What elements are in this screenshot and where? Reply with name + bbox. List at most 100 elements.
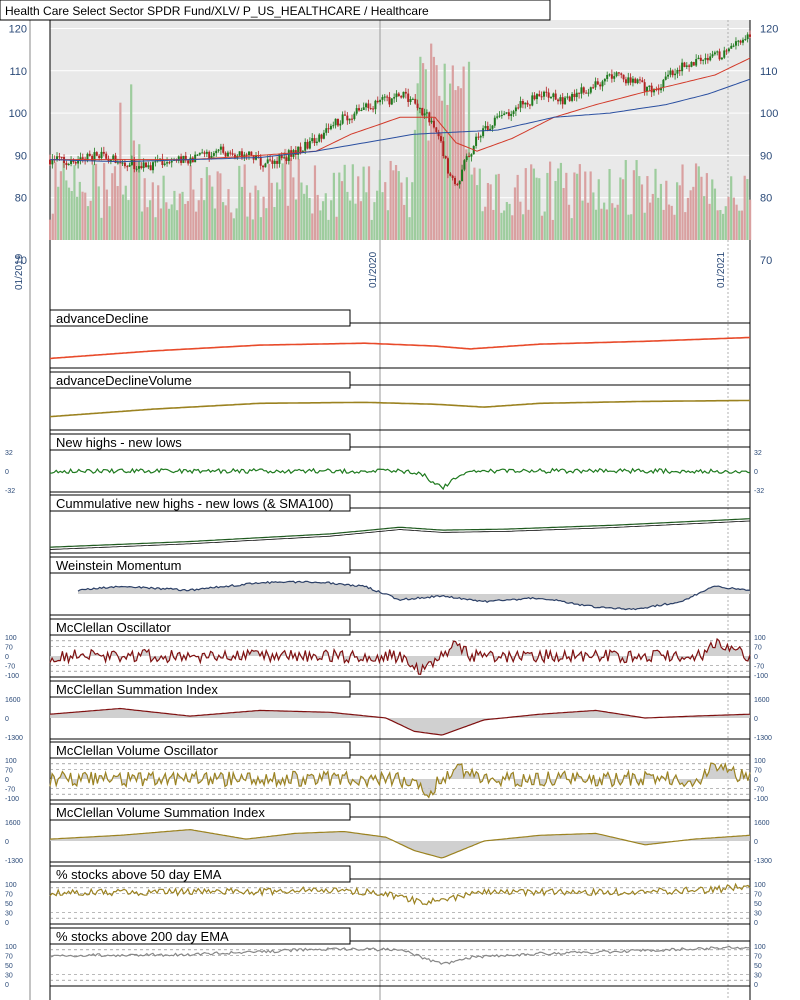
- candle-body: [372, 108, 375, 110]
- candle-body: [137, 166, 140, 169]
- volume-bar: [149, 200, 152, 240]
- volume-bar: [181, 191, 184, 240]
- candle-body: [100, 151, 103, 159]
- candle-body: [112, 155, 115, 160]
- candle-body: [542, 91, 545, 97]
- volume-bar: [443, 63, 446, 240]
- candle-body: [297, 146, 300, 155]
- candle-body: [226, 152, 229, 157]
- volume-bar: [408, 217, 411, 240]
- indicator-tick-right: -100: [754, 673, 768, 680]
- volume-bar: [405, 177, 408, 240]
- candle-body: [318, 134, 321, 142]
- ema-line: [50, 57, 751, 161]
- candle-body: [465, 156, 468, 161]
- candle-body: [397, 93, 400, 97]
- candle-body: [641, 80, 644, 83]
- indicator-title: Cummulative new highs - new lows (& SMA1…: [56, 496, 333, 511]
- indicator-tick-left: 30: [5, 911, 13, 918]
- volume-bar: [740, 210, 744, 240]
- volume-bar: [632, 170, 635, 240]
- volume-bar: [281, 163, 284, 240]
- candle-body: [407, 93, 410, 102]
- indicator-tick-right: 0: [754, 654, 758, 661]
- volume-bar: [67, 187, 71, 240]
- candle-body: [681, 62, 684, 72]
- volume-bar: [286, 205, 290, 240]
- candle-body: [561, 97, 564, 105]
- candle-body: [507, 112, 510, 117]
- indicator-tick-right: 0: [754, 777, 758, 784]
- indicator-panel: Cummulative new highs - new lows (& SMA1…: [49, 494, 751, 554]
- volume-bar: [178, 193, 181, 240]
- candle-body: [671, 70, 674, 76]
- candle-body: [374, 100, 377, 110]
- candle-body: [77, 159, 80, 164]
- candle-body: [121, 162, 124, 164]
- indicator-tick-right: -100: [754, 796, 768, 803]
- volume-bar: [521, 214, 525, 240]
- candle-body: [105, 153, 108, 159]
- candle-body: [259, 156, 262, 166]
- volume-bar: [316, 194, 319, 240]
- candle-body: [589, 87, 592, 93]
- volume-bar: [362, 166, 365, 240]
- candle-body: [564, 97, 567, 105]
- indicator-panel: 1600 1600 0 0 -1300 -1300 McClellan Volume Sum…: [5, 803, 772, 865]
- volume-bar: [527, 209, 530, 240]
- indicator-tick-left: 0: [5, 920, 9, 927]
- volume-bar: [389, 160, 392, 240]
- volume-bar: [94, 163, 98, 240]
- volume-bar: [478, 168, 481, 240]
- candle-body: [709, 56, 712, 61]
- candle-body: [622, 74, 625, 80]
- candle-body: [582, 87, 585, 93]
- candle-body: [390, 98, 393, 105]
- candle-body: [247, 151, 250, 156]
- candle-body: [432, 120, 435, 128]
- candle-body: [596, 81, 599, 85]
- volume-bar: [86, 206, 90, 240]
- candle-body: [458, 181, 461, 185]
- candle-body: [664, 76, 667, 80]
- volume-bar: [421, 63, 425, 240]
- indicator-tick-left: 70: [5, 768, 13, 775]
- indicator-tick-right: -32: [754, 488, 764, 495]
- candle-body: [219, 146, 222, 150]
- candle-body: [161, 158, 164, 165]
- indicator-tick-left: 70: [5, 954, 13, 961]
- indicator-tick-left: 70: [5, 645, 13, 652]
- candle-body: [325, 128, 328, 133]
- candle-body: [339, 123, 342, 126]
- candle-body: [203, 152, 206, 154]
- candle-body: [517, 107, 520, 109]
- volume-bar: [476, 185, 479, 240]
- candle-body: [201, 152, 204, 154]
- volume-bar: [324, 193, 327, 240]
- candle-body: [285, 157, 288, 161]
- candle-body: [535, 94, 538, 100]
- candle-body: [741, 39, 744, 43]
- candle-body: [695, 59, 698, 66]
- volume-bar: [700, 176, 703, 240]
- volume-bar: [438, 95, 441, 240]
- indicator-tick-right: 0: [754, 920, 758, 927]
- candle-body: [702, 59, 705, 61]
- volume-bar: [189, 165, 192, 240]
- candle-body: [718, 51, 721, 60]
- candle-body: [152, 162, 155, 171]
- candle-body: [470, 154, 473, 157]
- volume-bar: [313, 165, 317, 240]
- candle-body: [388, 97, 391, 105]
- candle-body: [674, 73, 677, 76]
- indicator-tick-right: -70: [754, 664, 764, 671]
- volume-bar: [365, 192, 368, 240]
- volume-bar: [292, 177, 295, 240]
- candle-body: [341, 114, 344, 124]
- indicator-title: McClellan Oscillator: [56, 620, 172, 635]
- candle-body: [56, 156, 59, 160]
- candle-body: [336, 118, 339, 126]
- candle-body: [521, 101, 524, 105]
- candle-body: [732, 45, 735, 47]
- candle-body: [678, 69, 681, 72]
